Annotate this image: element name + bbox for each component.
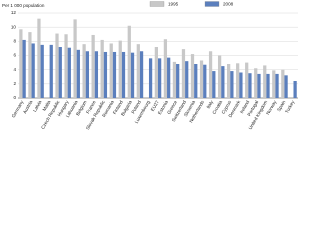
bar: [167, 57, 171, 98]
bar: [103, 51, 108, 98]
bar: [100, 39, 104, 98]
bar: [275, 73, 279, 98]
legend-swatch: [149, 1, 165, 7]
bar: [221, 66, 225, 98]
x-tick-label: Germany: [11, 99, 25, 118]
y-tick-label: 12: [11, 10, 17, 15]
bar: [190, 54, 195, 98]
bar: [112, 51, 117, 98]
bar: [121, 51, 126, 98]
bar: [212, 71, 216, 98]
x-tick-label: Cyprus: [221, 99, 233, 115]
bar: [281, 69, 285, 98]
y-tick-label: 6: [13, 53, 16, 58]
bar: [245, 62, 249, 98]
bar: [136, 44, 140, 98]
x-tick-label: Italy: [206, 99, 215, 109]
bar: [64, 34, 68, 98]
x-tick-label: Turkey: [284, 99, 296, 114]
bar: [158, 58, 162, 98]
bar: [284, 75, 288, 98]
bar: [109, 43, 113, 98]
chart: Per 1 000 population 0 2 4 6 8 10 12 1995 2008 Ge…: [2, 1, 298, 131]
bar: [236, 63, 240, 98]
bar: [217, 55, 222, 98]
bar: [199, 60, 204, 98]
bar: [37, 18, 41, 99]
bar: [266, 73, 270, 98]
y-tick-label: 0: [13, 95, 16, 100]
bar: [118, 40, 122, 98]
bar: [257, 73, 261, 98]
legend-label: 1995: [168, 2, 179, 7]
y-tick-label: 8: [13, 39, 16, 44]
bar: [19, 29, 23, 99]
bar: [172, 61, 177, 98]
bar: [58, 47, 62, 98]
bar: [272, 70, 276, 98]
bar: [163, 39, 168, 98]
x-tick-label: Austria: [22, 99, 34, 114]
bar: [31, 43, 35, 98]
bar: [40, 44, 44, 98]
y-tick-label: 4: [13, 67, 16, 72]
bar: [49, 44, 53, 98]
bar: [130, 52, 135, 98]
bar: [73, 19, 77, 98]
bar: [28, 32, 32, 98]
x-tick-label: Latvia: [32, 99, 43, 113]
x-tick-label: Croatia: [211, 99, 223, 115]
bar: [176, 64, 180, 98]
bar: [254, 68, 258, 98]
x-tick-label: Spain: [276, 99, 286, 112]
bar: [139, 51, 144, 98]
bar: [154, 47, 158, 98]
legend-label: 2008: [223, 2, 234, 7]
bar: [208, 51, 213, 98]
bar: [85, 51, 89, 98]
y-axis-title: Per 1 000 population: [2, 3, 45, 8]
bar: [91, 34, 95, 98]
bar: [239, 72, 243, 98]
bar: [293, 81, 297, 98]
y-tick-label: 2: [13, 81, 16, 86]
x-tick-label: Poland: [130, 99, 142, 114]
y-tick-label: 10: [11, 24, 17, 29]
x-tick-label: EU27: [150, 99, 160, 112]
bar: [227, 64, 231, 98]
bar: [181, 49, 186, 98]
x-tick-label: Ireland: [239, 99, 251, 114]
bar: [185, 61, 189, 98]
bar: [76, 49, 80, 98]
legend-swatch: [204, 1, 220, 7]
bar: [248, 73, 252, 98]
x-tick-label: France: [85, 99, 97, 114]
bar: [55, 33, 59, 98]
bar: [94, 51, 99, 98]
bar: [82, 44, 86, 98]
bar: [22, 39, 26, 98]
page: {"chart_data":{"type":"bar","y_label":"P…: [2, 1, 298, 131]
bar: [67, 47, 71, 98]
bar: [127, 25, 131, 98]
bar: [263, 65, 267, 98]
bar: [194, 64, 198, 98]
bar: [148, 58, 153, 98]
bar: [203, 64, 207, 98]
bar: [230, 71, 234, 98]
x-tick-label: Malta: [42, 99, 52, 112]
